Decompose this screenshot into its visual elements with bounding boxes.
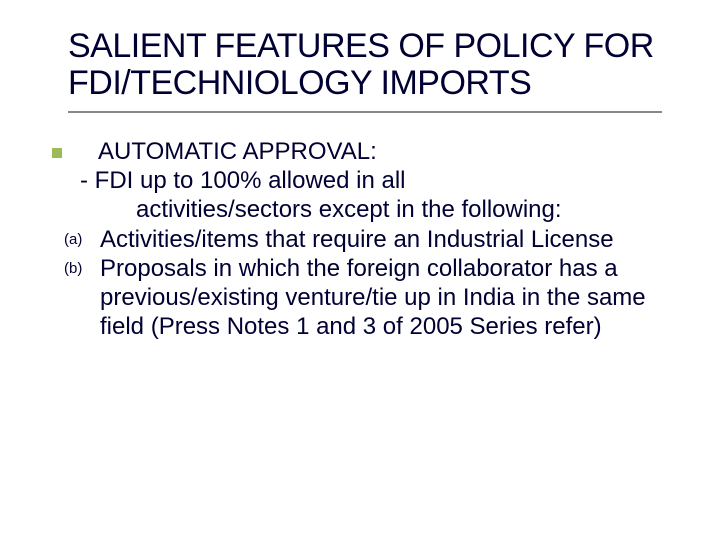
slide-content: AUTOMATIC APPROVAL: - FDI up to 100% all… bbox=[68, 137, 664, 342]
indent-text: activities/sectors except in the followi… bbox=[136, 196, 562, 223]
square-bullet-icon bbox=[52, 148, 62, 158]
slide-title: SALIENT FEATURES OF POLICY FOR FDI/TECHN… bbox=[68, 28, 664, 103]
continuation-text: activities/sectors except in the followi… bbox=[68, 195, 664, 224]
dash-text: - FDI up to 100% allowed in all bbox=[80, 167, 406, 194]
title-line-1: SALIENT FEATURES OF POLICY FOR bbox=[68, 27, 654, 65]
sub-marker-b: (b) bbox=[64, 260, 100, 278]
slide: SALIENT FEATURES OF POLICY FOR FDI/TECHN… bbox=[0, 0, 720, 540]
bullet-item: AUTOMATIC APPROVAL: bbox=[68, 137, 664, 166]
bullet-text: AUTOMATIC APPROVAL: bbox=[98, 137, 377, 166]
sub-text-b: Proposals in which the foreign collabora… bbox=[100, 254, 664, 342]
sub-item-a: (a) Activities/items that require an Ind… bbox=[68, 225, 664, 254]
sub-marker-a: (a) bbox=[64, 231, 100, 249]
sub-text-a: Activities/items that require an Industr… bbox=[100, 225, 664, 254]
title-line-2: FDI/TECHNIOLOGY IMPORTS bbox=[68, 64, 531, 102]
sub-item-b: (b) Proposals in which the foreign colla… bbox=[68, 254, 664, 342]
title-underline bbox=[68, 111, 662, 113]
dash-line: - FDI up to 100% allowed in all bbox=[64, 166, 664, 195]
